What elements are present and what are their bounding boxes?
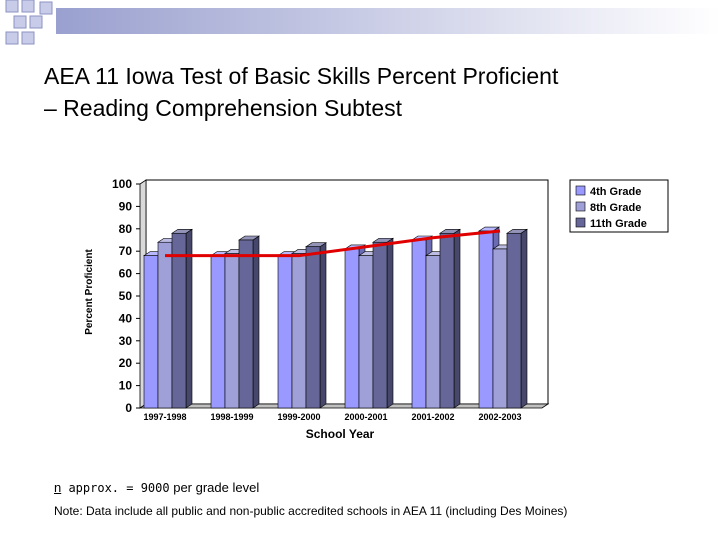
- slide-title: AEA 11 Iowa Test of Basic Skills Percent…: [44, 60, 704, 124]
- legend: 4th Grade 8th Grade 11th Grade: [569, 179, 669, 233]
- bar-chart: 0 10 20 30 40 50 60 70 80 90 100 Percent Proficient…: [84, 177, 669, 441]
- bar: [238, 235, 260, 409]
- note-sample-size: approx. = 9000: [61, 481, 170, 495]
- x-tick-label: 1999-2000: [277, 412, 320, 422]
- bar-front: [344, 248, 360, 409]
- y-tick-label: 60: [119, 267, 133, 281]
- bar: [372, 237, 394, 409]
- bar: [506, 228, 528, 409]
- slide-title-line1: AEA 11 Iowa Test of Basic Skills Percent…: [44, 63, 559, 89]
- bar-front: [492, 248, 508, 409]
- decor-square: [13, 15, 27, 29]
- x-axis-label: School Year: [306, 427, 375, 441]
- bar: [439, 228, 461, 409]
- bar-front: [291, 253, 307, 409]
- y-tick-label: 80: [119, 222, 133, 236]
- decor-square: [21, 0, 35, 13]
- decor-square: [21, 31, 35, 45]
- trend-line: [165, 229, 501, 258]
- x-tick-label: 2000-2001: [344, 412, 387, 422]
- bar-front: [372, 241, 388, 409]
- legend-box: [569, 179, 669, 233]
- note-bullet: n: [54, 480, 62, 495]
- bar-front: [210, 255, 226, 409]
- footnote: Note: Data include all public and non-pu…: [54, 504, 568, 518]
- y-tick-label: 100: [112, 177, 132, 191]
- bar-side: [319, 242, 327, 409]
- title-band: [56, 8, 720, 34]
- bar: [305, 242, 327, 409]
- y-axis-label: Percent Proficient: [84, 249, 95, 335]
- legend-swatch: [575, 185, 586, 196]
- x-tick-label: 2001-2002: [411, 412, 454, 422]
- slide-title-line2: – Reading Comprehension Subtest: [44, 95, 403, 121]
- x-tick-label: 2002-2003: [478, 412, 521, 422]
- y-tick-label: 90: [119, 199, 133, 213]
- bar-front: [411, 239, 427, 409]
- bar-front: [224, 253, 240, 409]
- decor-square: [29, 15, 43, 29]
- bar-front: [506, 232, 522, 409]
- bar-front: [171, 232, 187, 409]
- legend-label: 11th Grade: [590, 218, 647, 230]
- bar-front: [425, 255, 441, 409]
- y-tick-label: 0: [125, 401, 132, 415]
- bar-front: [143, 255, 159, 409]
- x-tick-label: 1997-1998: [143, 412, 186, 422]
- bar: [171, 228, 193, 409]
- bar-side: [520, 228, 528, 409]
- decor-square: [5, 31, 19, 45]
- y-tick-label: 40: [119, 311, 133, 325]
- y-tick-label: 70: [119, 244, 133, 258]
- bar-front: [305, 246, 321, 409]
- legend-swatch: [575, 201, 586, 212]
- legend-label: 8th Grade: [590, 202, 641, 214]
- y-tick-label: 50: [119, 289, 133, 303]
- bar-side: [453, 228, 461, 409]
- bar-side: [252, 235, 260, 409]
- legend-swatch: [575, 217, 586, 228]
- decor-square: [39, 1, 53, 15]
- legend-label: 4th Grade: [590, 186, 641, 198]
- y-tick-label: 20: [119, 356, 133, 370]
- bar-front: [358, 255, 374, 409]
- bar-front: [439, 232, 455, 409]
- bar-front: [478, 230, 494, 409]
- x-tick-label: 1998-1999: [210, 412, 253, 422]
- bar-front: [238, 239, 254, 409]
- y-tick-label: 30: [119, 334, 133, 348]
- y-tick-label: 10: [119, 379, 133, 393]
- bar-front: [157, 241, 173, 409]
- bar-front: [277, 255, 293, 409]
- bar-side: [386, 237, 394, 409]
- decor-square: [5, 0, 19, 13]
- title-decoration: [5, 0, 720, 45]
- sample-size-note: n approx. = 9000 per grade level: [54, 480, 259, 495]
- note-grade-level: per grade level: [169, 480, 260, 495]
